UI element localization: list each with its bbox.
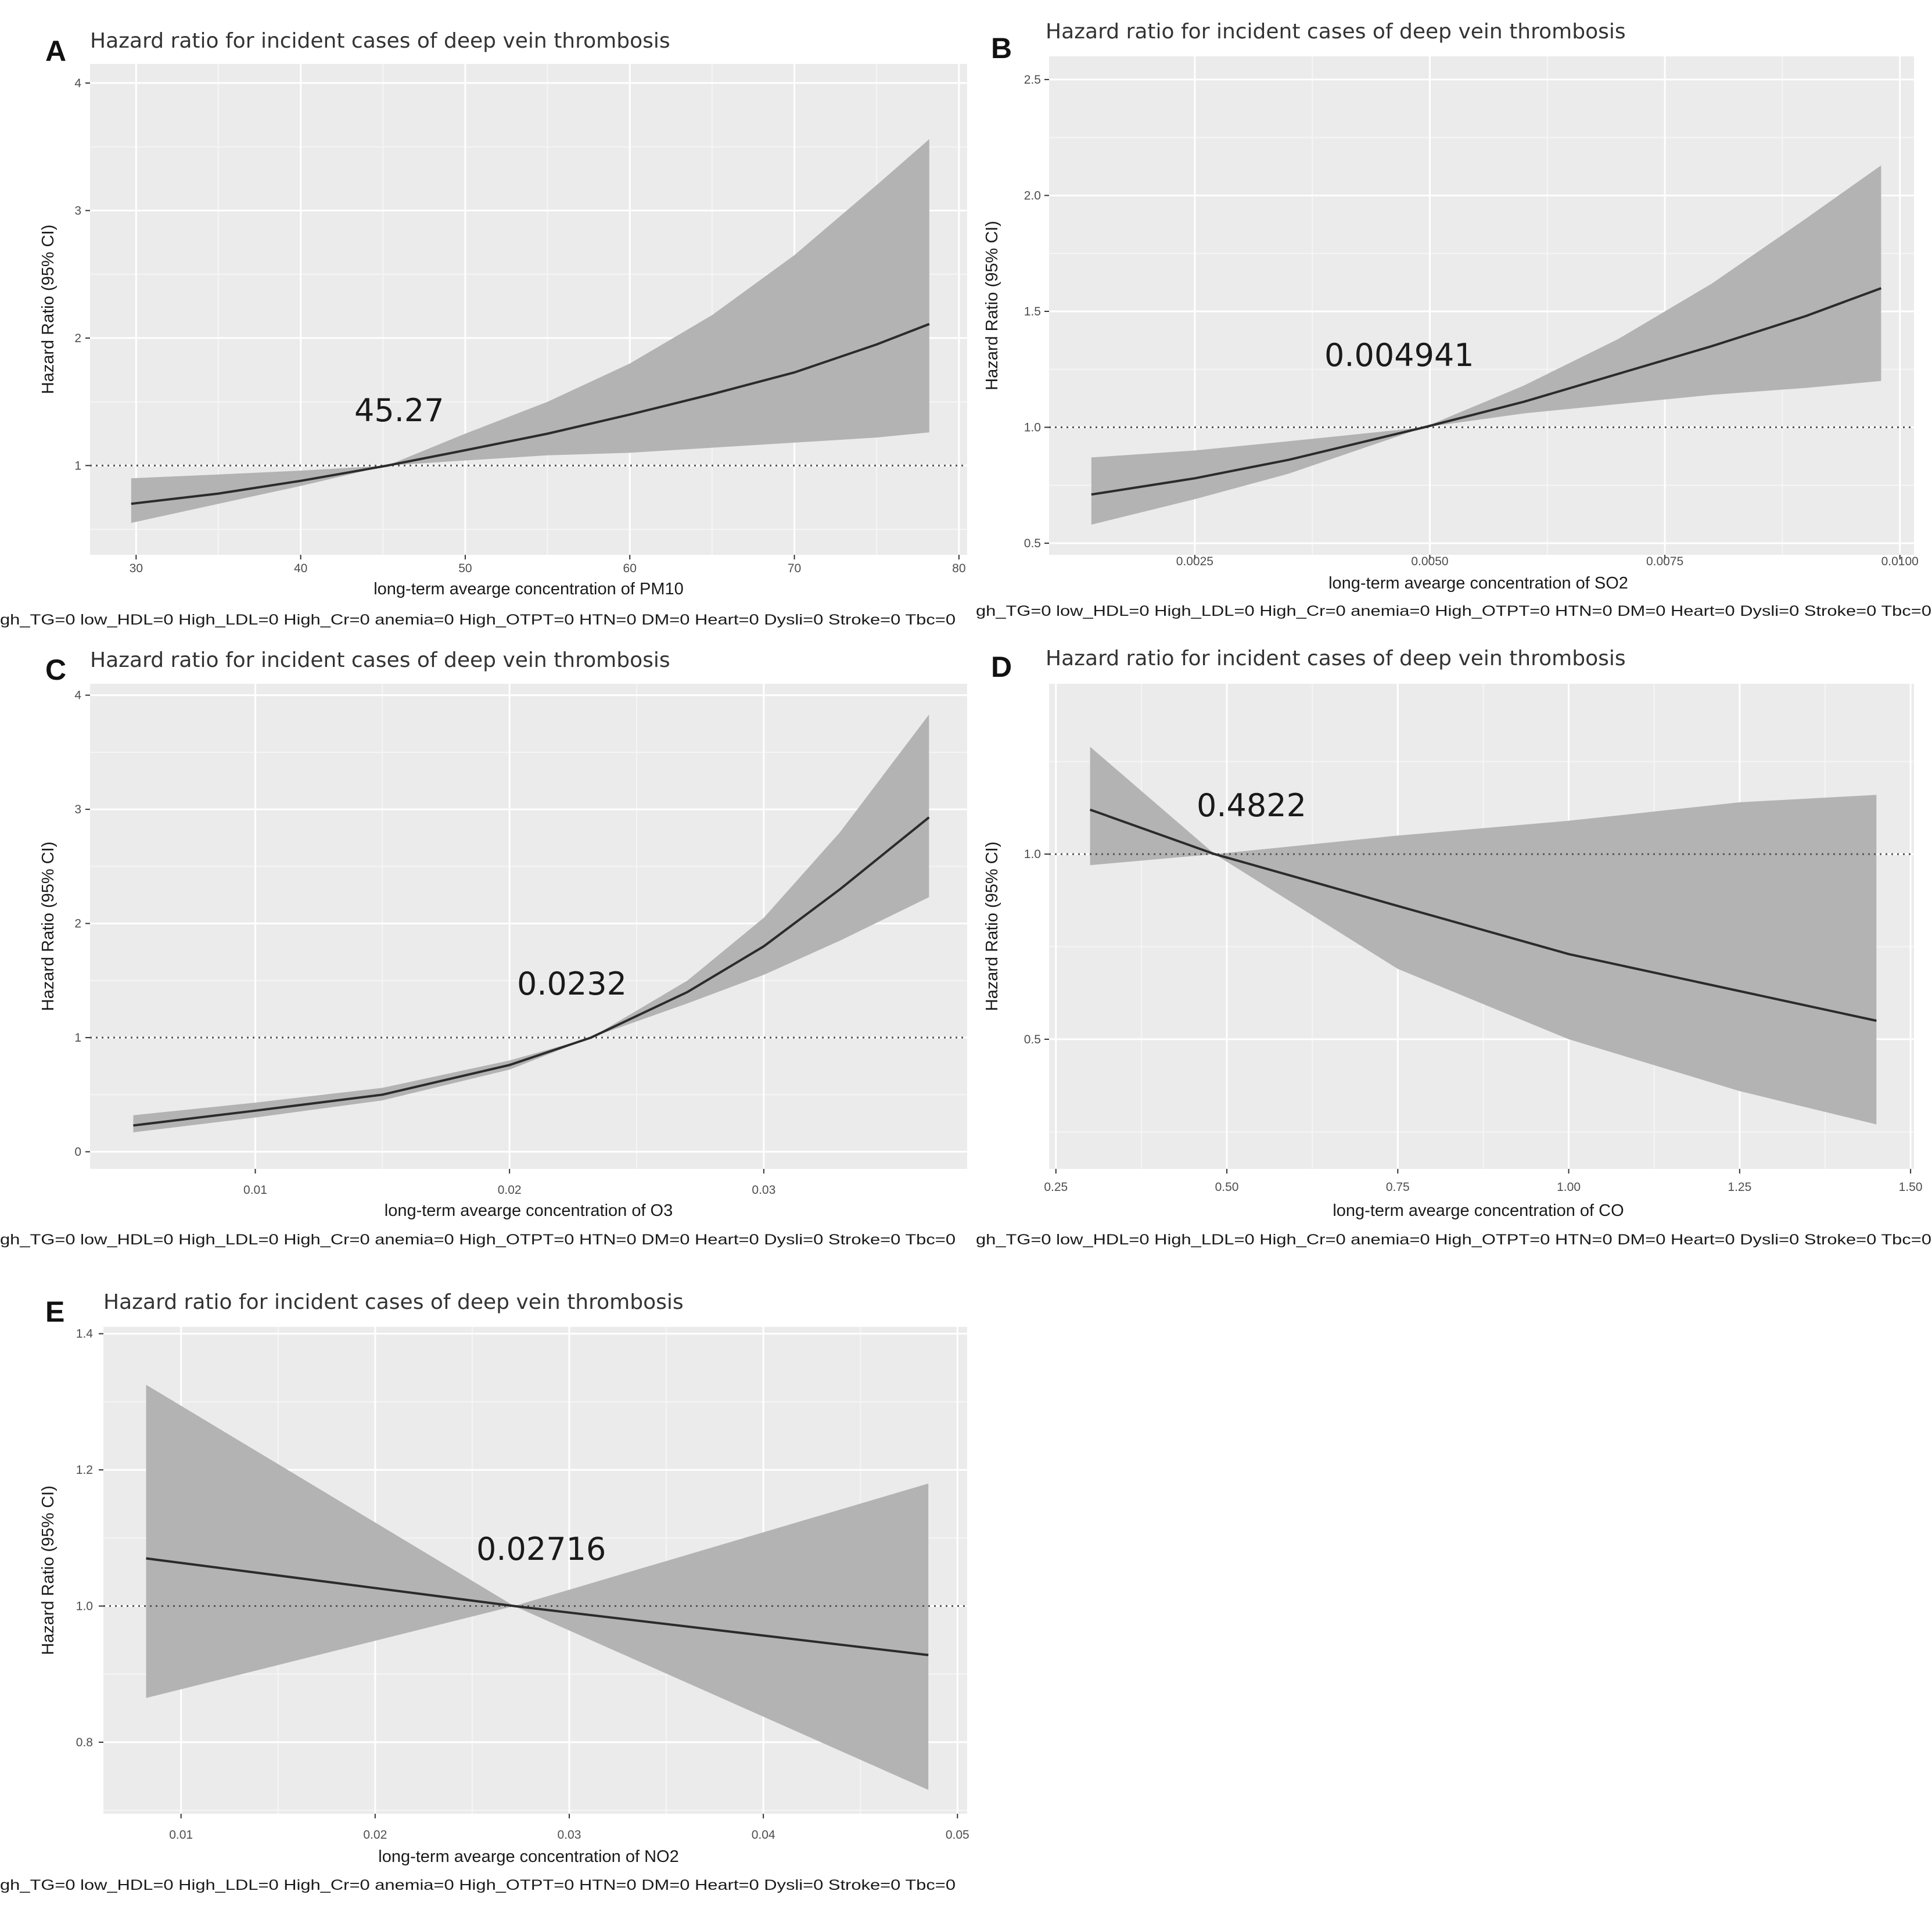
y-tick-label: 1 bbox=[74, 459, 81, 472]
hazard-ratio-line bbox=[133, 816, 930, 1127]
y-tick-label: 1 bbox=[74, 1031, 81, 1045]
panel-title: Hazard ratio for incident cases of deep … bbox=[1046, 20, 1626, 44]
confidence-band bbox=[1091, 165, 1881, 525]
panel-title: Hazard ratio for incident cases of deep … bbox=[90, 648, 670, 672]
y-tick-label: 2.5 bbox=[1024, 73, 1041, 87]
panel-e: 0.01 0.02 0.03 0.04 0.05 0.8 1.0 1.2 1.4 E Hazard … bbox=[0, 1290, 969, 1893]
x-tick-label: 0.0050 bbox=[1411, 555, 1448, 568]
threshold-annotation: 45.27 bbox=[354, 392, 444, 429]
panel-title: Hazard ratio for incident cases of deep … bbox=[1046, 647, 1626, 670]
panel-title: Hazard ratio for incident cases of deep … bbox=[103, 1290, 684, 1314]
x-tick-label: 0.02 bbox=[363, 1828, 387, 1842]
x-tick-label: 0.0075 bbox=[1646, 555, 1683, 568]
panel-letter: B bbox=[991, 32, 1012, 64]
x-axis-label: long-term avearge concentration of CO bbox=[1333, 1201, 1624, 1220]
x-tick-label: 50 bbox=[458, 562, 472, 575]
y-tick-label: 2 bbox=[74, 332, 81, 345]
x-axis-label: long-term avearge concentration of PM10 bbox=[374, 580, 684, 598]
covariate-caption: gh_TG=0 low_HDL=0 High_LDL=0 High_Cr=0 a… bbox=[976, 1232, 1931, 1248]
x-tick-label: 30 bbox=[130, 562, 143, 575]
covariate-caption: gh_TG=0 low_HDL=0 High_LDL=0 High_Cr=0 a… bbox=[0, 612, 956, 628]
panel-letter: D bbox=[991, 651, 1012, 683]
y-tick-label: 4 bbox=[74, 689, 81, 702]
y-axis-label: Hazard Ratio (95% CI) bbox=[983, 842, 1001, 1011]
y-tick-label: 3 bbox=[74, 803, 81, 816]
x-tick-label: 1.00 bbox=[1557, 1180, 1581, 1194]
panel-title: Hazard ratio for incident cases of deep … bbox=[90, 29, 670, 53]
hazard-ratio-line bbox=[146, 1557, 929, 1656]
y-tick-label: 1.0 bbox=[1024, 421, 1041, 435]
x-tick-label: 80 bbox=[952, 562, 965, 575]
x-tick-label: 0.03 bbox=[558, 1828, 581, 1842]
x-tick-label: 0.02 bbox=[498, 1183, 522, 1197]
x-tick-label: 0.75 bbox=[1386, 1180, 1410, 1194]
panel-letter: E bbox=[45, 1296, 64, 1328]
threshold-annotation: 0.4822 bbox=[1197, 787, 1306, 824]
panel-letter: C bbox=[45, 654, 66, 686]
y-tick-label: 0.8 bbox=[76, 1736, 93, 1749]
x-tick-label: 40 bbox=[294, 562, 307, 575]
y-axis-label: Hazard Ratio (95% CI) bbox=[983, 221, 1001, 390]
y-axis-label: Hazard Ratio (95% CI) bbox=[39, 225, 58, 394]
threshold-annotation: 0.0232 bbox=[517, 966, 627, 1002]
x-tick-label: 0.50 bbox=[1215, 1180, 1239, 1194]
confidence-band bbox=[1090, 747, 1877, 1125]
x-tick-label: 0.01 bbox=[243, 1183, 267, 1197]
x-tick-label: 0.04 bbox=[752, 1828, 775, 1842]
y-tick-label: 4 bbox=[74, 77, 81, 90]
y-tick-label: 1.4 bbox=[76, 1327, 94, 1341]
hazard-ratio-line bbox=[1091, 287, 1882, 496]
covariate-caption: gh_TG=0 low_HDL=0 High_LDL=0 High_Cr=0 a… bbox=[976, 603, 1931, 619]
panel-a: 30 40 50 60 70 80 1 2 3 4A Hazard ratio for incide… bbox=[0, 29, 967, 628]
threshold-annotation: 0.02716 bbox=[476, 1531, 606, 1567]
x-axis-label: long-term avearge concentration of NO2 bbox=[378, 1847, 678, 1866]
y-tick-label: 3 bbox=[74, 204, 81, 217]
y-tick-label: 0.5 bbox=[1024, 1033, 1041, 1046]
covariate-caption: gh_TG=0 low_HDL=0 High_LDL=0 High_Cr=0 a… bbox=[0, 1232, 956, 1248]
hazard-ratio-line bbox=[131, 322, 930, 505]
y-tick-label: 1.5 bbox=[1024, 305, 1041, 318]
y-tick-label: 1.2 bbox=[76, 1463, 93, 1477]
x-tick-label: 0.05 bbox=[946, 1828, 969, 1842]
y-tick-label: 1.0 bbox=[76, 1600, 93, 1613]
y-tick-label: 2 bbox=[74, 917, 81, 931]
y-tick-label: 2.0 bbox=[1024, 189, 1041, 202]
panel-b: 0.0025 0.0050 0.0075 0.0100 0.5 1.0 1.5 2.0 2.5 B… bbox=[976, 20, 1931, 619]
confidence-band bbox=[146, 1384, 929, 1790]
y-tick-label: 0 bbox=[74, 1146, 81, 1159]
x-tick-label: 0.01 bbox=[169, 1828, 193, 1842]
y-axis-label: Hazard Ratio (95% CI) bbox=[39, 1485, 58, 1655]
panel-d: 0.25 0.50 0.75 1.00 1.25 1.50 0.5 1.0 D Hazard ra… bbox=[976, 647, 1931, 1248]
x-axis-label: long-term avearge concentration of O3 bbox=[385, 1201, 673, 1220]
y-axis-label: Hazard Ratio (95% CI) bbox=[39, 842, 58, 1011]
x-tick-label: 0.25 bbox=[1044, 1180, 1068, 1194]
confidence-band bbox=[133, 715, 929, 1133]
x-tick-label: 0.0025 bbox=[1176, 555, 1213, 568]
threshold-annotation: 0.004941 bbox=[1324, 337, 1474, 374]
x-tick-label: 70 bbox=[788, 562, 801, 575]
x-tick-label: 1.25 bbox=[1728, 1180, 1751, 1194]
x-axis-label: long-term avearge concentration of SO2 bbox=[1328, 574, 1628, 593]
panel-c: 0.01 0.02 0.03 0 1 2 3 4C Hazard ratio for incid… bbox=[0, 648, 967, 1248]
confidence-band bbox=[131, 139, 929, 523]
x-tick-label: 60 bbox=[623, 562, 637, 575]
hazard-ratio-line bbox=[1089, 808, 1877, 1022]
x-tick-label: 0.03 bbox=[752, 1183, 775, 1197]
covariate-caption: gh_TG=0 low_HDL=0 High_LDL=0 High_Cr=0 a… bbox=[0, 1877, 956, 1893]
x-tick-label: 1.50 bbox=[1899, 1180, 1923, 1194]
panel-letter: A bbox=[45, 35, 66, 67]
y-tick-label: 0.5 bbox=[1024, 537, 1041, 550]
y-tick-label: 1.0 bbox=[1024, 848, 1041, 861]
x-tick-label: 0.0100 bbox=[1881, 555, 1919, 568]
